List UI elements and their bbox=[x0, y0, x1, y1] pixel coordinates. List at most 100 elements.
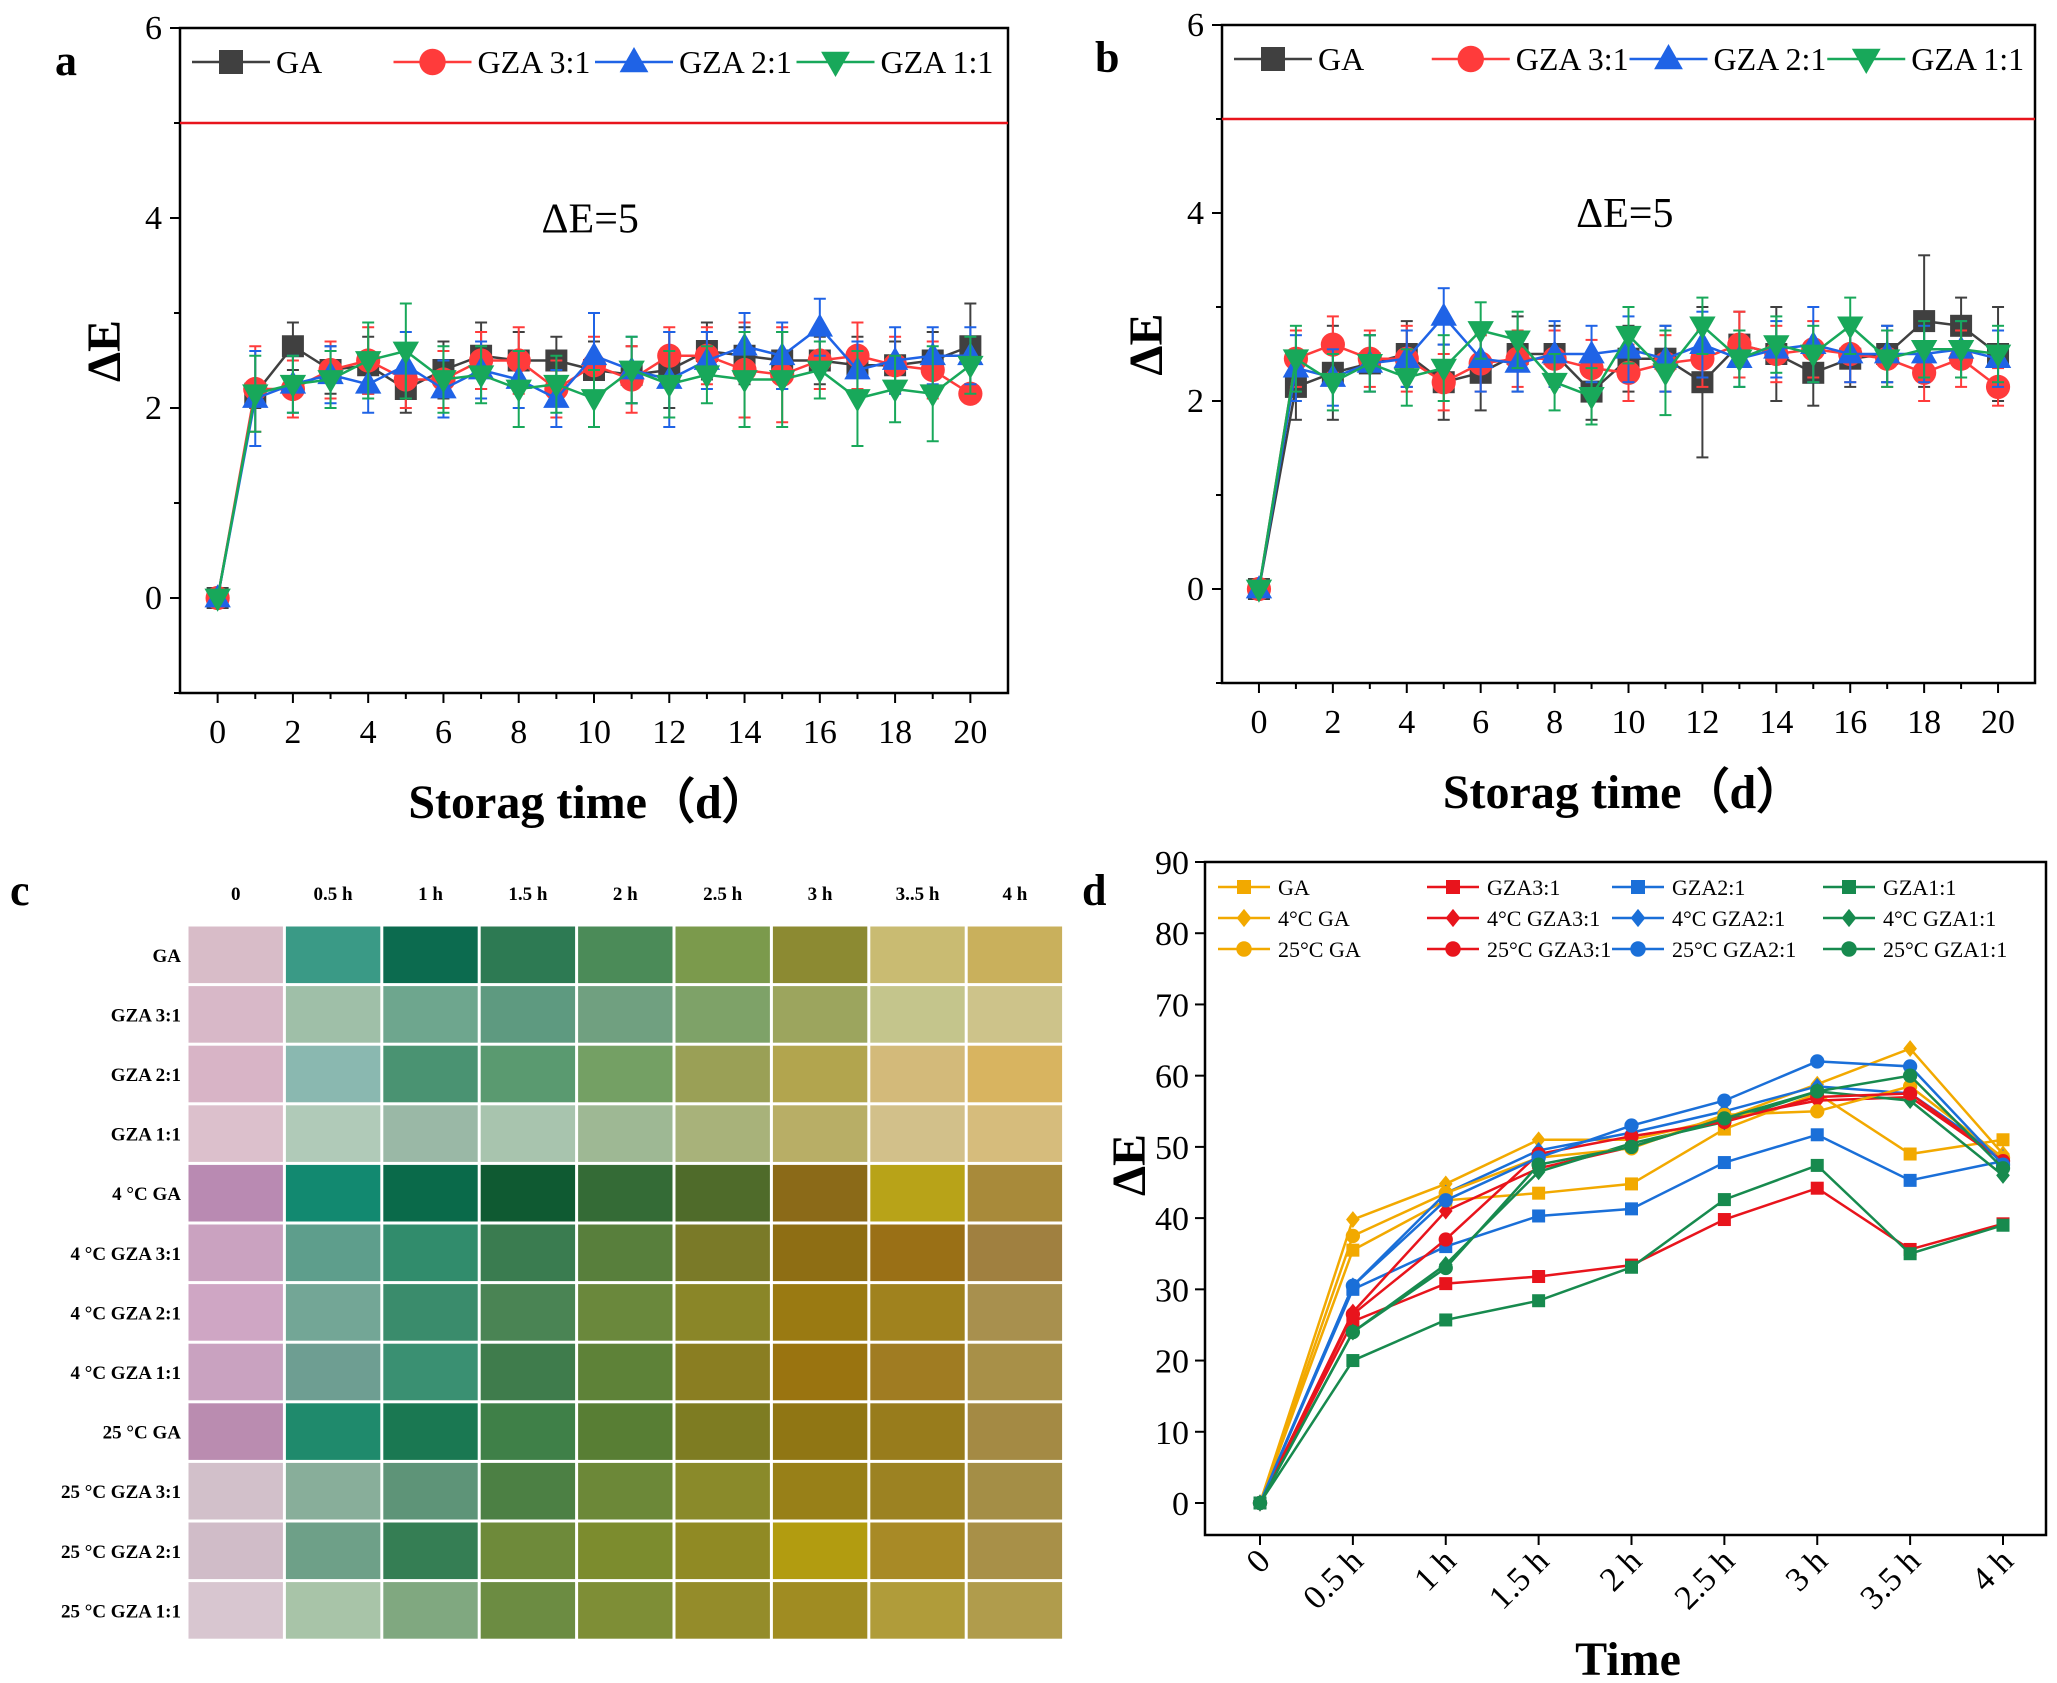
x-tick-label: 4 bbox=[360, 714, 377, 751]
color-cell bbox=[188, 986, 283, 1043]
color-cell bbox=[870, 1284, 965, 1341]
y-tick-label: 0 bbox=[1187, 571, 1204, 608]
data-point bbox=[580, 342, 608, 366]
color-cell bbox=[967, 1403, 1063, 1460]
y-axis-title: ΔE bbox=[1103, 1134, 1156, 1196]
data-point bbox=[1910, 339, 1938, 364]
color-cell bbox=[870, 1462, 965, 1520]
series-line bbox=[1258, 1163, 2004, 1504]
data-point bbox=[1810, 1084, 1825, 1099]
series-gza-2-1 bbox=[204, 297, 984, 608]
data-point bbox=[1319, 372, 1347, 396]
color-cell bbox=[188, 1224, 283, 1282]
color-cell bbox=[188, 926, 283, 984]
color-cell bbox=[578, 1164, 673, 1222]
x-tick-label: 18 bbox=[878, 714, 912, 751]
x-tick-label: 12 bbox=[1685, 704, 1719, 741]
data-point bbox=[1810, 1054, 1825, 1069]
chart-a: 0 2 4 6 0 2 4 6 8 10 12 14 16 18 20 Storag time（d） ΔE ΔE=… bbox=[78, 10, 1010, 829]
x-axis-title: Time bbox=[1575, 1633, 1681, 1683]
y-tick-label: 2 bbox=[145, 390, 162, 427]
data-point bbox=[1356, 354, 1384, 378]
data-point bbox=[430, 370, 457, 394]
color-cell bbox=[578, 1343, 673, 1401]
data-point bbox=[279, 374, 307, 398]
data-point bbox=[806, 313, 834, 337]
y-tick-label: 30 bbox=[1155, 1272, 1189, 1309]
column-label: 2.5 h bbox=[703, 884, 743, 905]
x-tick-label: 4 bbox=[1398, 704, 1415, 741]
data-point bbox=[354, 351, 382, 375]
color-cell bbox=[967, 1105, 1063, 1162]
y-tick-label: 90 bbox=[1155, 845, 1189, 882]
column-label: 4 h bbox=[1002, 884, 1027, 905]
series-gza-1-1 bbox=[1245, 296, 2012, 603]
data-point bbox=[1902, 1086, 1918, 1101]
data-point bbox=[1532, 1294, 1546, 1308]
legend-marker bbox=[1261, 47, 1285, 71]
legend-label: 4°C GZA3:1 bbox=[1487, 906, 1600, 931]
color-cell bbox=[285, 986, 381, 1043]
data-point bbox=[1873, 349, 1901, 373]
data-point bbox=[1717, 1213, 1731, 1227]
plot-frame bbox=[1203, 860, 2048, 1537]
column-label: 3..5 h bbox=[896, 884, 940, 905]
y-tick-label: 10 bbox=[1155, 1415, 1189, 1452]
color-cell bbox=[285, 1105, 381, 1162]
data-point bbox=[1252, 1495, 1268, 1511]
legend-marker bbox=[821, 51, 850, 77]
data-point bbox=[1903, 1040, 1917, 1058]
color-cell bbox=[675, 1582, 770, 1639]
data-point bbox=[1624, 1139, 1639, 1155]
color-cell bbox=[578, 1284, 673, 1341]
color-cell bbox=[967, 1343, 1063, 1401]
legend-label: 25°C GA bbox=[1278, 937, 1361, 962]
series-4-c-ga bbox=[1253, 1040, 2010, 1512]
column-label: 0.5 h bbox=[314, 884, 354, 905]
x-tick-label: 2 h bbox=[1593, 1542, 1649, 1598]
legend-marker bbox=[1446, 880, 1460, 894]
row-label: 25 °C GZA 1:1 bbox=[61, 1601, 181, 1622]
legend-marker bbox=[419, 48, 446, 76]
data-point bbox=[1625, 1202, 1638, 1216]
x-tick-label: 20 bbox=[1981, 704, 2015, 741]
color-cell bbox=[383, 1343, 478, 1401]
color-cell bbox=[772, 1343, 868, 1401]
x-tick-label: 20 bbox=[953, 714, 987, 751]
color-cell bbox=[772, 1105, 868, 1162]
legend-label: GA bbox=[1318, 41, 1364, 77]
legend-marker bbox=[1631, 880, 1645, 894]
x-tick-label: 8 bbox=[510, 714, 527, 751]
color-cell bbox=[480, 1582, 576, 1639]
color-cell bbox=[772, 1403, 868, 1460]
x-tick-label: 3 h bbox=[1779, 1542, 1835, 1598]
color-cell bbox=[870, 1045, 965, 1103]
color-cell bbox=[967, 986, 1063, 1043]
legend-label: 25°C GZA2:1 bbox=[1672, 937, 1796, 962]
data-point bbox=[1467, 321, 1494, 345]
data-point bbox=[1717, 1156, 1731, 1170]
x-tick-label: 18 bbox=[1907, 704, 1941, 741]
data-point bbox=[693, 365, 721, 389]
color-cell bbox=[285, 1462, 381, 1520]
x-axis-title: Storag time（d） bbox=[1443, 766, 1804, 819]
data-point bbox=[1810, 1104, 1825, 1119]
data-point bbox=[957, 355, 984, 379]
color-cell bbox=[967, 1462, 1063, 1520]
column-label: 1.5 h bbox=[508, 884, 548, 905]
x-tick-label: 4 h bbox=[1964, 1542, 2020, 1598]
color-cell bbox=[285, 1284, 381, 1341]
color-cell bbox=[285, 1343, 381, 1401]
color-cell bbox=[285, 1224, 381, 1282]
legend-marker bbox=[219, 50, 243, 74]
legend-marker bbox=[1654, 44, 1683, 70]
legend-marker bbox=[1630, 908, 1646, 928]
data-point bbox=[1541, 340, 1568, 364]
color-cell bbox=[188, 1284, 283, 1341]
color-cell bbox=[675, 1045, 770, 1103]
data-point bbox=[1810, 1181, 1824, 1195]
color-cell bbox=[480, 1403, 576, 1460]
data-point bbox=[1438, 1232, 1453, 1247]
y-tick-label: 2 bbox=[1187, 383, 1204, 420]
x-tick-label: 0 bbox=[1250, 704, 1267, 741]
